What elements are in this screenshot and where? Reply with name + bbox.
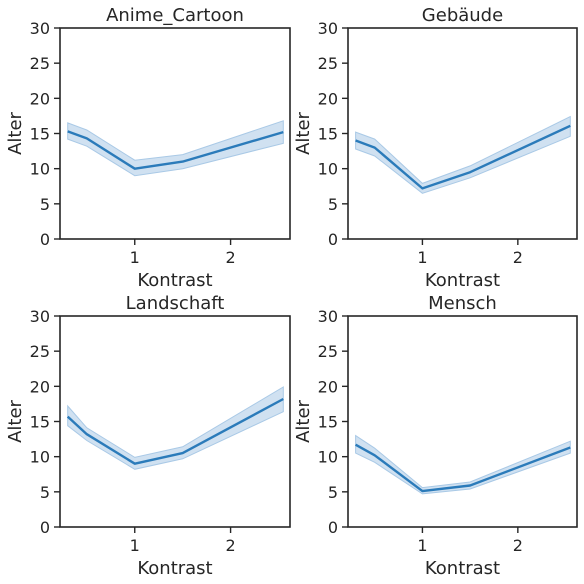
y-tick-label: 10 <box>318 160 338 179</box>
y-tick-label: 5 <box>40 195 50 214</box>
x-axis-label: Kontrast <box>137 558 212 579</box>
y-tick-label: 30 <box>318 307 338 326</box>
chart-panel-1: 0 5 10 15 20 25 30 1 2 Anime_Cartoon Kontrast Alter <box>5 5 291 291</box>
x-tick-label: 1 <box>130 536 140 555</box>
y-tick-label: 25 <box>318 54 338 73</box>
y-tick-label: 20 <box>30 377 50 396</box>
y-tick-label: 0 <box>328 518 338 537</box>
chart-panel-4: 0 5 10 15 20 25 30 1 2 Mensch Kontrast Alter <box>293 293 578 579</box>
y-tick-label: 15 <box>318 125 338 144</box>
x-tick-label: 2 <box>513 248 523 267</box>
x-tick-label: 1 <box>417 248 427 267</box>
y-tick-label: 0 <box>40 518 50 537</box>
y-tick-label: 5 <box>328 483 338 502</box>
chart-panel-2: 0 5 10 15 20 25 30 1 2 Gebäude Kontrast Alter <box>293 5 578 291</box>
y-tick-label: 25 <box>30 54 50 73</box>
y-tick-label: 30 <box>30 307 50 326</box>
confidence-band <box>67 386 284 470</box>
x-tick-label: 2 <box>513 536 523 555</box>
series-line <box>355 443 571 493</box>
y-tick-label: 30 <box>318 19 338 38</box>
y-tick-label: 10 <box>318 448 338 467</box>
x-axis-label: Kontrast <box>425 270 500 291</box>
series-line <box>355 124 571 190</box>
y-axis-label: Alter <box>5 399 26 442</box>
y-tick-label: 5 <box>328 195 338 214</box>
y-tick-label: 0 <box>40 230 50 249</box>
chart-title: Gebäude <box>422 5 503 26</box>
x-axis-label: Kontrast <box>137 270 212 291</box>
y-tick-label: 15 <box>318 413 338 432</box>
y-tick-label: 25 <box>30 342 50 361</box>
y-tick-label: 15 <box>30 125 50 144</box>
confidence-band <box>67 120 284 177</box>
chart-title: Landschaft <box>126 293 225 314</box>
chart-title: Anime_Cartoon <box>106 5 244 26</box>
series-line <box>66 397 284 465</box>
y-tick-label: 25 <box>318 342 338 361</box>
y-tick-label: 15 <box>30 413 50 432</box>
y-tick-label: 10 <box>30 160 50 179</box>
y-tick-label: 5 <box>40 483 50 502</box>
y-tick-label: 30 <box>30 19 50 38</box>
y-axis-label: Alter <box>293 111 314 154</box>
chart-title: Mensch <box>428 293 497 314</box>
y-tick-label: 20 <box>318 89 338 108</box>
series-line <box>67 130 284 170</box>
x-tick-label: 2 <box>225 248 235 267</box>
x-tick-label: 1 <box>130 248 140 267</box>
confidence-band <box>355 434 571 495</box>
y-axis-label: Alter <box>293 399 314 442</box>
y-tick-label: 20 <box>30 89 50 108</box>
x-tick-label: 1 <box>417 536 427 555</box>
y-axis-label: Alter <box>5 111 26 154</box>
plot-frame <box>347 315 578 528</box>
y-tick-label: 10 <box>30 448 50 467</box>
x-tick-label: 2 <box>225 536 235 555</box>
chart-panel-3: 0 5 10 15 20 25 30 1 2 Landschaft Kontrast Alter <box>5 293 291 579</box>
x-axis-label: Kontrast <box>425 558 500 579</box>
y-tick-label: 20 <box>318 377 338 396</box>
y-tick-label: 0 <box>328 230 338 249</box>
confidence-band <box>355 115 571 194</box>
